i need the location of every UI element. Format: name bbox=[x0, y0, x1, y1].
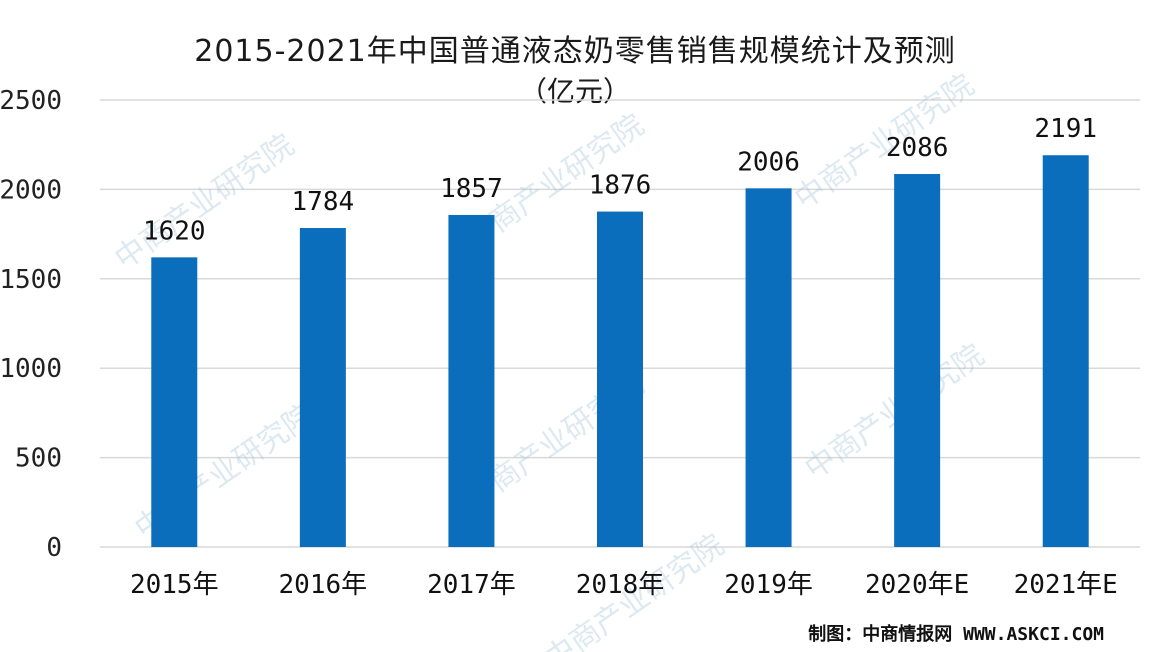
data-label: 1784 bbox=[292, 187, 355, 217]
y-tick-label: 1000 bbox=[0, 354, 62, 384]
x-tick-label: 2016年 bbox=[279, 570, 368, 600]
source-credit: 制图：中商情报网 WWW.ASKCI.COM bbox=[808, 624, 1104, 645]
watermark-text: 中商产业研究院 bbox=[109, 128, 301, 277]
data-label: 2191 bbox=[1034, 114, 1097, 144]
x-tick-label: 2020年E bbox=[865, 570, 969, 600]
bar bbox=[597, 211, 643, 547]
x-tick-label: 2017年 bbox=[427, 570, 516, 600]
y-tick-label: 1500 bbox=[0, 265, 62, 295]
x-tick-label: 2019年 bbox=[724, 570, 813, 600]
y-tick-label: 500 bbox=[15, 444, 62, 474]
x-tick-label: 2015年 bbox=[130, 570, 219, 600]
chart-title: 2015-2021年中国普通液态奶零售销售规模统计及预测 bbox=[194, 34, 956, 69]
y-tick-label: 2000 bbox=[0, 175, 62, 205]
bar bbox=[745, 188, 792, 547]
chart-subtitle: （亿元） bbox=[518, 75, 631, 108]
bar bbox=[1042, 155, 1089, 547]
y-tick-label: 2500 bbox=[0, 86, 62, 116]
bar bbox=[151, 257, 198, 547]
data-label: 1876 bbox=[589, 171, 652, 201]
data-label: 1620 bbox=[143, 216, 206, 246]
x-tick-label: 2018年 bbox=[576, 570, 665, 600]
bar bbox=[448, 214, 495, 548]
data-label: 2006 bbox=[737, 147, 800, 177]
watermark-text: 中商产业研究院 bbox=[789, 68, 981, 217]
bar bbox=[894, 174, 941, 547]
x-tick-label: 2021年E bbox=[1014, 570, 1118, 600]
bar bbox=[299, 228, 346, 547]
data-label: 2086 bbox=[886, 133, 949, 163]
data-label: 1857 bbox=[440, 174, 503, 204]
y-tick-label: 0 bbox=[46, 533, 62, 563]
